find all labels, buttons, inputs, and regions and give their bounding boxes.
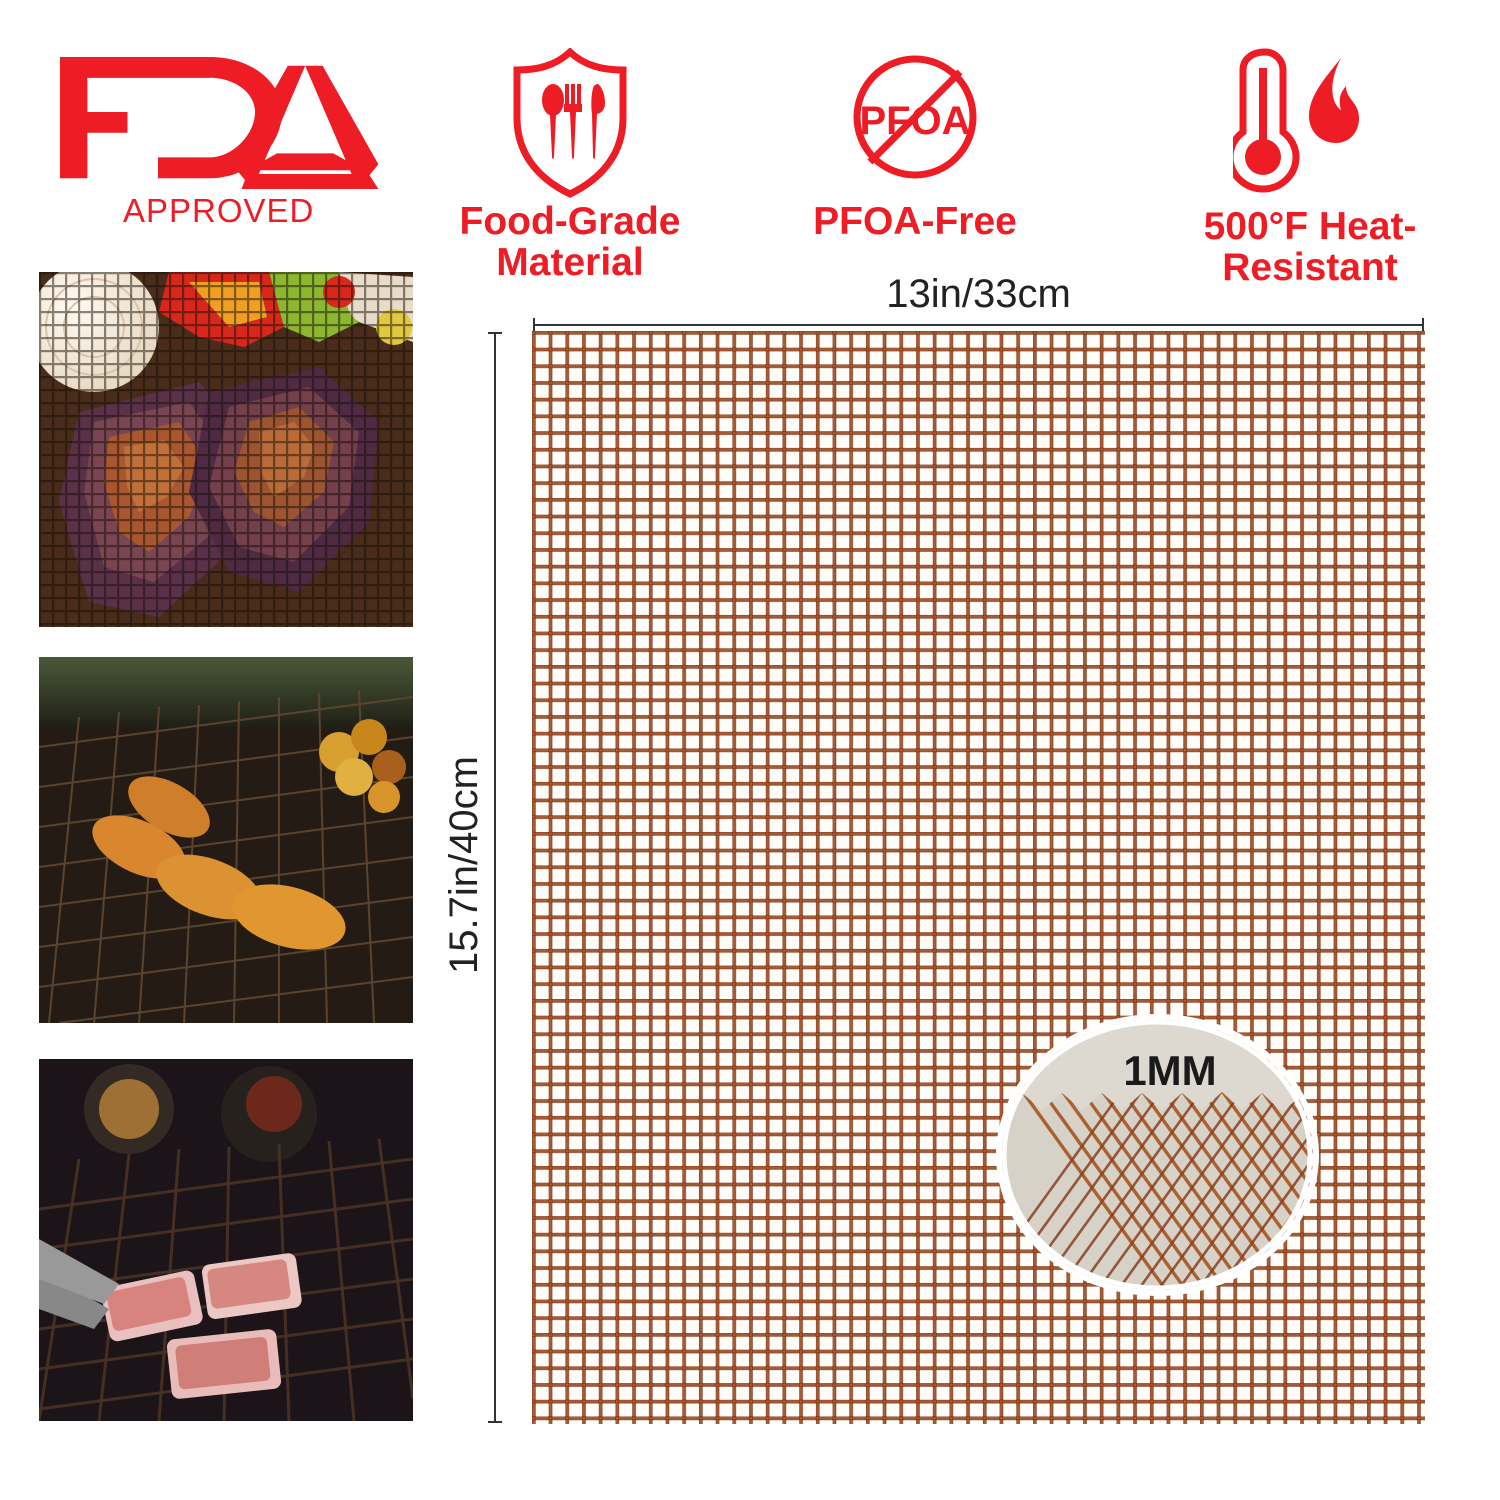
svg-text:1MM: 1MM	[1123, 1047, 1216, 1094]
svg-text:APPROVED: APPROVED	[123, 192, 314, 229]
